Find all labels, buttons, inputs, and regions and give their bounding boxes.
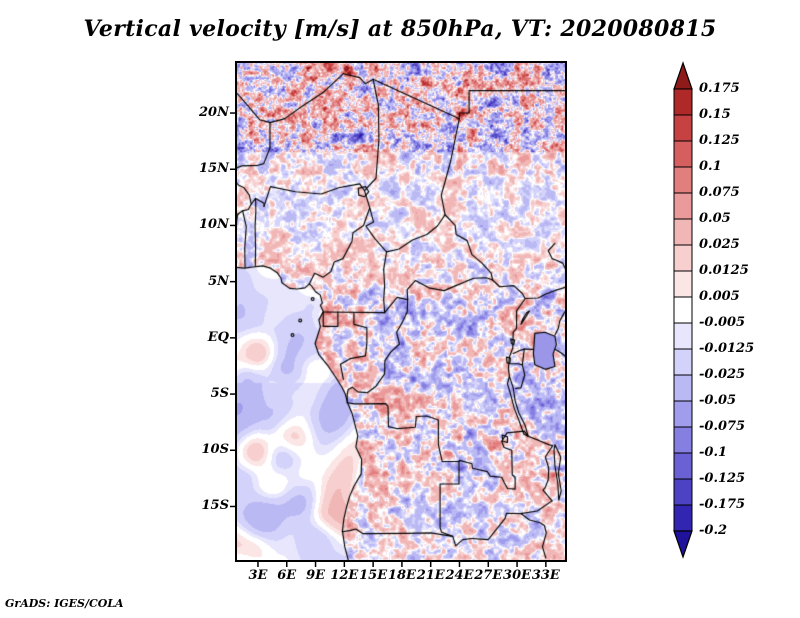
colorbar-tick-label: -0.125 <box>699 471 746 486</box>
colorbar-tick-label: 0.0125 <box>699 263 749 278</box>
y-tick-label: 20N <box>199 105 229 121</box>
colorbar-tick-label: 0.15 <box>699 107 731 122</box>
colorbar-tick-label: -0.025 <box>699 367 746 382</box>
y-tick-label: EQ <box>207 329 229 345</box>
colorbar-tick-label: 0.125 <box>699 133 740 148</box>
colorbar-segment <box>673 114 693 142</box>
x-tick-label: 15E <box>359 568 388 583</box>
shaded-field-canvas <box>236 62 566 561</box>
colorbar-segment <box>673 426 693 454</box>
colorbar-segment <box>673 270 693 298</box>
x-tick-label: 18E <box>387 568 416 583</box>
x-tick-label: 27E <box>474 568 503 583</box>
colorbar-segment <box>673 296 693 324</box>
colorbar-segment <box>673 140 693 168</box>
colorbar-segment <box>673 374 693 402</box>
x-tick-label: 12E <box>330 568 359 583</box>
y-tick-label: 5N <box>208 273 229 289</box>
colorbar-segment <box>673 478 693 506</box>
y-tick-label: 15N <box>199 161 229 177</box>
colorbar-segment <box>673 452 693 480</box>
y-tick-label: 10S <box>201 442 229 458</box>
colorbar-arrow-bottom <box>673 530 693 559</box>
colorbar-segment <box>673 504 693 532</box>
x-tick-label: 6E <box>277 568 297 583</box>
map-frame <box>235 61 567 562</box>
y-tick-label: 15S <box>201 498 229 514</box>
colorbar-segment <box>673 348 693 376</box>
colorbar-tick-label: 0.175 <box>699 81 740 96</box>
colorbar-segment <box>673 88 693 116</box>
colorbar <box>673 61 693 559</box>
y-tick-label: 5S <box>210 386 229 402</box>
colorbar-tick-label: 0.05 <box>699 211 731 226</box>
x-tick-label: 3E <box>248 568 268 583</box>
colorbar-tick-label: -0.05 <box>699 393 737 408</box>
colorbar-tick-label: 0.025 <box>699 237 740 252</box>
colorbar-segment <box>673 192 693 220</box>
y-tick-label: 10N <box>199 217 229 233</box>
colorbar-tick-label: -0.075 <box>699 419 746 434</box>
colorbar-arrow-top <box>673 61 693 90</box>
colorbar-tick-label: -0.0125 <box>699 341 755 356</box>
plot-title: Vertical velocity [m/s] at 850hPa, VT: 2… <box>83 16 717 42</box>
colorbar-tick-label: -0.1 <box>699 445 728 460</box>
colorbar-segment <box>673 322 693 350</box>
colorbar-segment <box>673 218 693 246</box>
x-tick-label: 24E <box>445 568 474 583</box>
colorbar-segment <box>673 244 693 272</box>
colorbar-tick-label: -0.2 <box>699 523 728 538</box>
colorbar-tick-label: 0.075 <box>699 185 740 200</box>
colorbar-tick-label: 0.005 <box>699 289 740 304</box>
grads-credit: GrADS: IGES/COLA <box>5 597 124 610</box>
colorbar-segment <box>673 166 693 194</box>
x-tick-label: 33E <box>531 568 560 583</box>
colorbar-tick-label: 0.1 <box>699 159 722 174</box>
colorbar-segment <box>673 400 693 428</box>
x-tick-label: 9E <box>306 568 326 583</box>
colorbar-tick-label: -0.005 <box>699 315 746 330</box>
colorbar-tick-label: -0.175 <box>699 497 746 512</box>
x-tick-label: 30E <box>503 568 532 583</box>
x-tick-label: 21E <box>416 568 445 583</box>
axes-frame <box>230 61 567 567</box>
